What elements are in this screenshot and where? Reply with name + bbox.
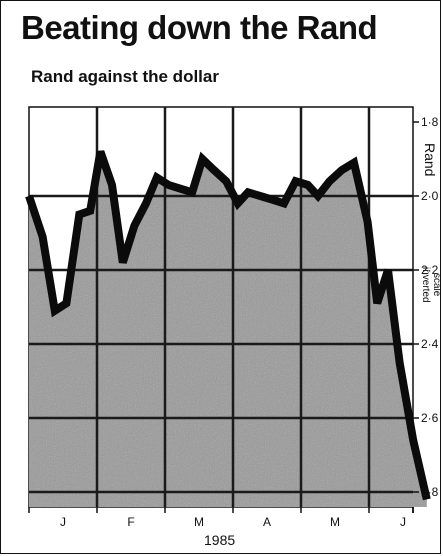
x-axis-year-label: 1985 bbox=[204, 532, 235, 548]
y-axis-ticks: 1·8 2·0 2·2 2·4 2·6 2·8 bbox=[413, 115, 439, 499]
y-axis-label: Rand bbox=[422, 143, 438, 176]
x-tick-label: M bbox=[330, 515, 340, 529]
y-tick-label: 2·2 bbox=[421, 263, 439, 277]
y-tick-label: 2·4 bbox=[421, 337, 439, 351]
chart-title: Beating down the Rand bbox=[21, 9, 378, 46]
series-line bbox=[25, 150, 431, 501]
x-tick-label: A bbox=[263, 515, 271, 529]
x-tick-label: F bbox=[127, 515, 134, 529]
y-tick-label: 2·8 bbox=[421, 485, 439, 499]
y-tick-label: 1·8 bbox=[421, 115, 439, 129]
inverted-scale-note-line1: inverted bbox=[420, 267, 431, 303]
x-tick-label: M bbox=[194, 515, 204, 529]
inverted-scale-note-line2: scale bbox=[431, 273, 441, 297]
y-tick-label: 2·0 bbox=[421, 189, 439, 203]
x-axis-ticks: JFMAMJJA bbox=[28, 507, 414, 529]
y-tick-label: 2·6 bbox=[421, 411, 439, 425]
x-tick-label: J bbox=[60, 515, 66, 529]
chart-subtitle: Rand against the dollar bbox=[31, 67, 219, 86]
x-tick-label: J bbox=[400, 515, 406, 529]
